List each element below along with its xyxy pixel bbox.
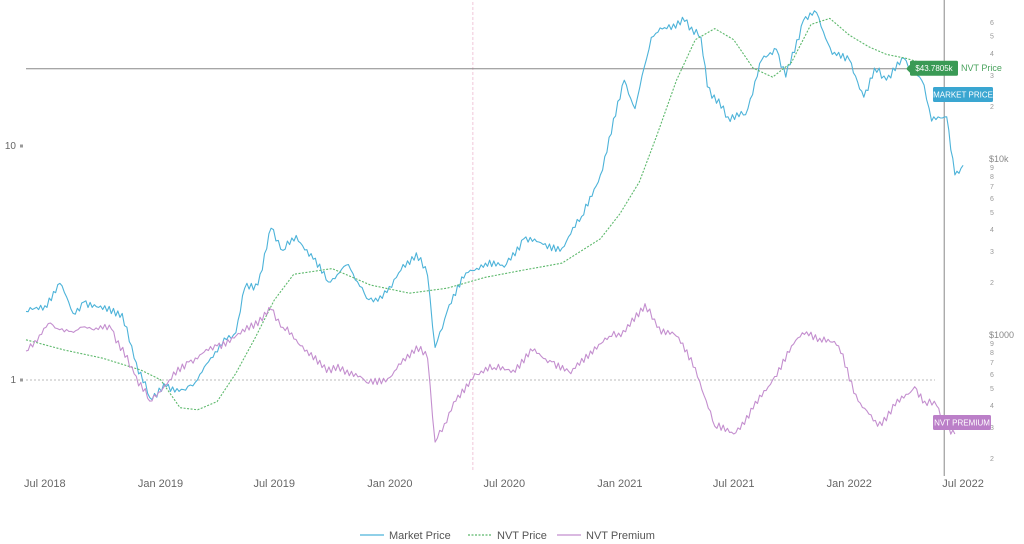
x-tick-label: Jan 2022 <box>827 478 872 490</box>
x-tick-label: Jul 2018 <box>24 478 66 490</box>
x-tick-label: Jan 2021 <box>597 478 642 490</box>
crosshair-value-tag-pointer <box>906 64 910 73</box>
right-tick-label: 8 <box>990 350 994 357</box>
crosshair-value-tag-text: $43.7805k <box>915 64 953 73</box>
left-tick-mark <box>20 144 23 148</box>
series-line-nvt-premium <box>25 303 956 443</box>
crosshair-value-tag: $43.7805k <box>906 60 958 76</box>
market-price-tag-text: MARKET PRICE <box>933 91 993 100</box>
right-tick-label: 5 <box>990 34 994 41</box>
x-tick-label: Jan 2020 <box>367 478 412 490</box>
right-tick-label: 3 <box>990 425 994 432</box>
right-tick-label: 4 <box>990 227 994 234</box>
x-tick-label: Jul 2019 <box>253 478 295 490</box>
right-tick-label: 6 <box>990 20 994 27</box>
legend-item-market-price[interactable]: Market Price <box>360 530 451 542</box>
x-axis: Jul 2018 Jan 2019 Jul 2019 Jan 2020 Jul 2020… <box>24 478 984 490</box>
series-layer <box>25 10 964 443</box>
right-tick-label: 3 <box>990 73 994 80</box>
right-tick-label: 7 <box>990 360 994 367</box>
right-tick-label: 6 <box>990 372 994 379</box>
crosshair-value-tag-box <box>910 60 958 76</box>
x-tick-label: Jul 2022 <box>942 478 984 490</box>
right-tick-label: 4 <box>990 51 994 58</box>
nvt-premium-tag-box <box>933 415 991 430</box>
right-tick-label: 2 <box>990 280 994 287</box>
series-line-market-price <box>25 10 964 401</box>
legend-label-nvt-price: NVT Price <box>497 530 547 542</box>
right-tick-label: 6 <box>990 196 994 203</box>
legend[interactable]: Market Price NVT Price NVT Premium <box>360 530 655 542</box>
x-tick-label: Jul 2021 <box>713 478 755 490</box>
right-tick-label: 7 <box>990 184 994 191</box>
x-tick-label: Jan 2019 <box>138 478 183 490</box>
market-price-tag-box <box>933 87 993 102</box>
right-tick-label: 9 <box>990 341 994 348</box>
legend-item-nvt-premium[interactable]: NVT Premium <box>557 530 655 542</box>
right-tick-label: 9 <box>990 165 994 172</box>
grid-layer <box>26 0 945 476</box>
right-tick-label: $10k <box>989 154 1009 164</box>
left-axis: 10 1 <box>5 141 23 386</box>
right-tick-label: 3 <box>990 249 994 256</box>
legend-label-nvt-premium: NVT Premium <box>586 530 655 542</box>
x-tick-label: Jul 2020 <box>483 478 525 490</box>
legend-item-nvt-price[interactable]: NVT Price <box>468 530 547 542</box>
nvt-premium-tag: NVT PREMIUM <box>933 415 991 430</box>
market-price-tag: MARKET PRICE <box>933 87 993 102</box>
right-tick-label: 5 <box>990 210 994 217</box>
nvt-premium-tag-text: NVT PREMIUM <box>934 419 990 428</box>
right-tick-label: 2 <box>990 456 994 463</box>
series-line-nvt-price <box>25 17 945 411</box>
right-tick-label: $1000 <box>989 330 1014 340</box>
right-tick-label: 5 <box>990 386 994 393</box>
legend-label-market-price: Market Price <box>389 530 451 542</box>
left-tick-label: 1 <box>10 375 16 386</box>
value-tags: $43.7805k NVT Price MARKET PRICE NVT PREMIU… <box>906 60 1002 430</box>
right-tick-label: 8 <box>990 174 994 181</box>
left-tick-mark <box>20 378 23 382</box>
nvt-price-tag: NVT Price <box>961 63 1002 73</box>
right-tick-label: 4 <box>990 403 994 410</box>
right-tick-label: 2 <box>990 104 994 111</box>
left-tick-label: 10 <box>5 141 17 152</box>
